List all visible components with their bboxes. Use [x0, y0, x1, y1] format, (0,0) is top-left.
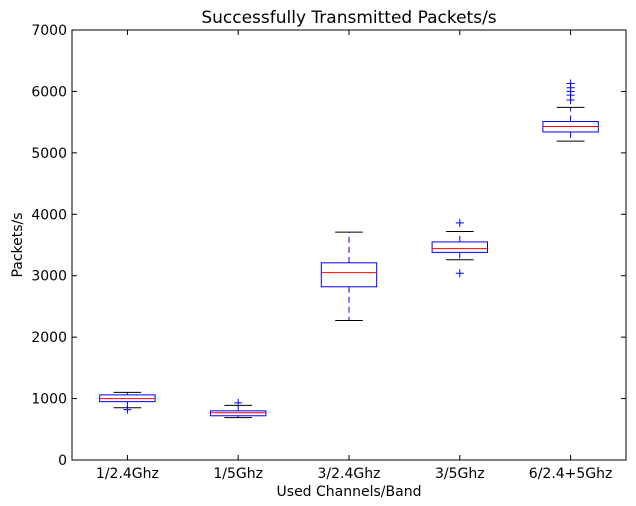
- boxes-group: [99, 79, 599, 419]
- x-axis-title: Used Channels/Band: [277, 484, 422, 500]
- chart-title: Successfully Transmitted Packets/s: [201, 8, 496, 28]
- x-tick-label: 1/2.4Ghz: [96, 466, 159, 482]
- y-tick-label: 3000: [31, 269, 67, 285]
- y-tick-label: 7000: [31, 23, 67, 39]
- outlier-point: [123, 405, 132, 414]
- y-tick-label: 4000: [31, 207, 67, 223]
- box-4: [431, 218, 489, 278]
- iqr-box: [210, 410, 267, 417]
- outlier-point: [234, 398, 243, 407]
- y-tick-label: 0: [58, 453, 67, 469]
- x-tick-label: 3/5Ghz: [435, 466, 485, 482]
- x-tick-label: 1/5Ghz: [213, 466, 263, 482]
- y-tick-label: 2000: [31, 330, 67, 346]
- outlier-point: [566, 79, 575, 88]
- y-axis: 0 1000 2000 3000 4000 5000 6000 7000: [31, 23, 626, 469]
- box-2: [210, 398, 267, 419]
- box-3: [320, 231, 378, 322]
- box-5: [542, 79, 599, 142]
- x-axis: 1/2.4Ghz 1/5Ghz 3/2.4Ghz 3/5Ghz 6/2.4+5Ghz: [96, 30, 612, 482]
- x-tick-label: 6/2.4+5Ghz: [529, 466, 613, 482]
- y-tick-label: 5000: [31, 146, 67, 162]
- iqr-box: [320, 262, 378, 288]
- x-tick-label: 3/2.4Ghz: [318, 466, 381, 482]
- y-tick-label: 1000: [31, 392, 67, 408]
- outlier-point: [455, 218, 464, 227]
- y-tick-label: 6000: [31, 84, 67, 100]
- box-1: [99, 391, 156, 414]
- y-axis-title: Packets/s: [10, 212, 26, 277]
- iqr-box: [431, 241, 489, 253]
- outlier-point: [455, 269, 464, 278]
